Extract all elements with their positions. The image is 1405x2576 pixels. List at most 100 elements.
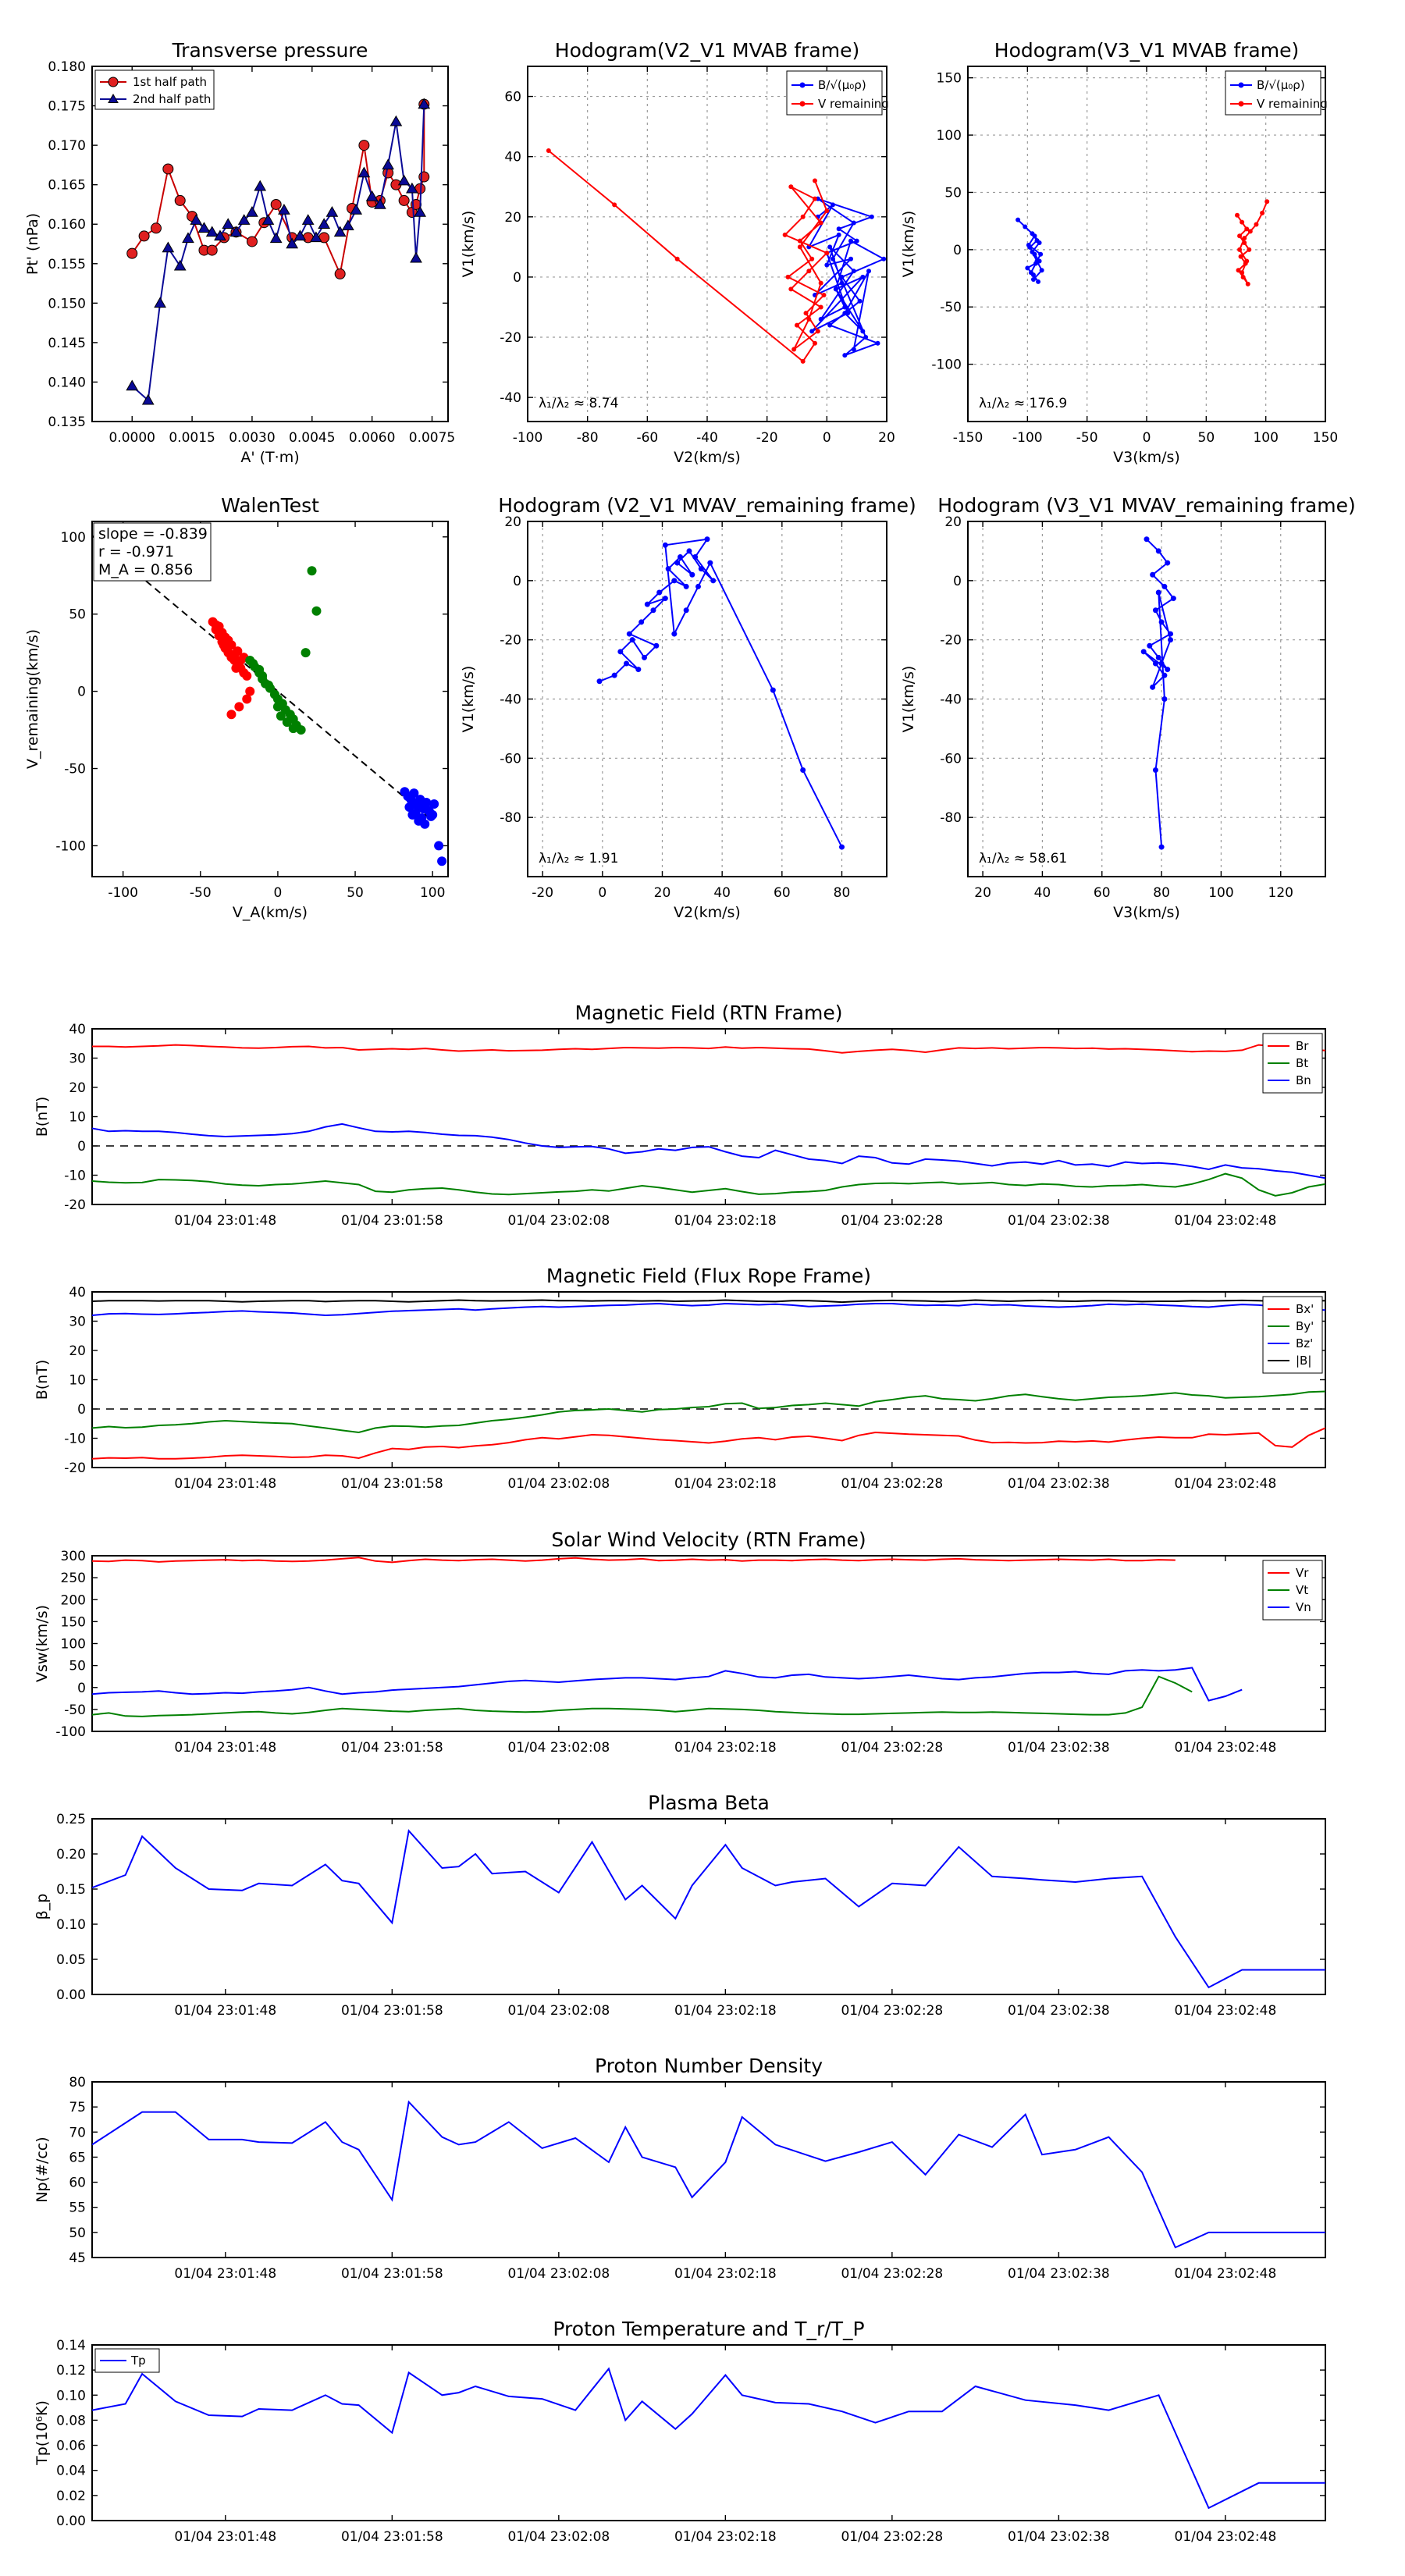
series-line-By' (92, 1390, 1325, 1434)
y-tick-label: 0.14 (56, 2338, 86, 2354)
scatter-point-blue (404, 802, 414, 812)
data-point (710, 578, 717, 584)
data-point (1158, 660, 1165, 667)
x-tick-label: 01/04 23:01:58 (341, 2529, 443, 2545)
data-point (1158, 619, 1165, 625)
y-tick-label: 0.00 (56, 2514, 86, 2529)
y-tick-label: -100 (931, 358, 962, 373)
data-point (596, 678, 603, 685)
data-point (692, 554, 699, 560)
x-tick-label: 150 (1313, 430, 1338, 446)
data-point (611, 672, 617, 678)
chart-walen: -100 -50 0 50 100 -100 -50 0 50 100 WalenTest V_A(k… (24, 494, 449, 921)
x-tick-label: -40 (696, 430, 718, 446)
data-point (854, 238, 859, 244)
data-point-triangle (229, 226, 243, 237)
data-point (656, 589, 663, 596)
data-point-triangle (333, 226, 347, 237)
data-point (851, 269, 856, 274)
y-tick-label: 0.145 (48, 336, 86, 351)
data-point (860, 274, 866, 279)
data-point-triangle (173, 259, 187, 271)
x-tick-label: 0.0000 (108, 430, 155, 446)
scatter-point-red (231, 663, 241, 673)
y-tick-label: 0.180 (48, 59, 86, 75)
y-tick-label: 50 (69, 1659, 86, 1674)
x-tick-label: 80 (834, 885, 851, 901)
data-point (824, 208, 830, 214)
data-point (1023, 224, 1028, 229)
fit-stat-text: r = -0.971 (98, 543, 174, 560)
x-tick-label: 01/04 23:02:28 (841, 1213, 943, 1229)
legend-label: V remaining (1257, 97, 1328, 111)
data-point (1036, 279, 1041, 284)
stats-box-frame (93, 522, 212, 582)
series-line-0 (807, 197, 886, 357)
scatter-point-blue (409, 788, 419, 799)
data-point (671, 631, 678, 637)
data-point (1030, 277, 1036, 282)
data-point-circle (270, 198, 282, 210)
data-point (642, 654, 647, 660)
legend-marker (799, 101, 806, 107)
data-point (857, 298, 863, 304)
data-point (818, 280, 823, 286)
y-tick-label: -80 (940, 810, 962, 826)
data-point (836, 232, 841, 237)
data-point-triangle (374, 197, 386, 209)
data-point (1030, 249, 1035, 254)
data-point (638, 619, 645, 625)
data-point (653, 642, 660, 649)
data-point (1264, 199, 1270, 205)
data-point (836, 226, 841, 232)
data-point (686, 548, 692, 554)
data-point-circle (150, 222, 162, 234)
data-point (1152, 607, 1158, 614)
series-line-Bt (92, 1172, 1325, 1197)
chart-h2: -150 -100 -50 0 50 100 150 -100 -50 0 50 100 150 Hodo… (900, 39, 1338, 466)
data-point-triangle (301, 214, 315, 225)
y-tick-label: -40 (500, 390, 521, 406)
x-tick-label: -50 (1076, 430, 1098, 446)
data-point-circle (398, 194, 410, 206)
x-tick-label: 01/04 23:02:38 (1008, 2529, 1110, 2545)
data-point-triangle (414, 206, 426, 217)
legend-box (786, 70, 883, 116)
data-point (839, 844, 845, 850)
y-tick-label: 60 (504, 90, 521, 105)
data-point (1161, 583, 1168, 589)
x-tick-label: 01/04 23:01:48 (174, 2266, 276, 2282)
y-tick-label: 70 (69, 2125, 86, 2140)
x-tick-label: 01/04 23:01:48 (174, 2003, 276, 2019)
x-axis-label: V2(km/s) (674, 449, 741, 466)
data-point (1170, 596, 1176, 602)
plot-frame (91, 1555, 1326, 1732)
x-tick-label: -150 (953, 430, 984, 446)
data-point (788, 184, 794, 190)
y-axis-label: V1(km/s) (460, 666, 477, 733)
data-point (1247, 247, 1252, 252)
x-tick-label: 01/04 23:02:48 (1175, 2529, 1277, 2545)
chart-title: Magnetic Field (Flux Rope Frame) (546, 1265, 871, 1287)
scatter-point-green (276, 711, 286, 721)
x-tick-label: -50 (190, 885, 212, 901)
chart-title: Transverse pressure (172, 39, 368, 62)
data-point (1155, 589, 1161, 596)
series-line-Vn (92, 1667, 1243, 1702)
plot-frame (91, 2081, 1326, 2258)
data-point-triangle (325, 206, 339, 217)
y-tick-label: -40 (500, 692, 521, 708)
fit-stat-text: M_A = 0.856 (98, 561, 193, 578)
data-point-triangle (365, 190, 379, 201)
series-line-Br (92, 1044, 1325, 1054)
y-tick-label: 80 (69, 2075, 86, 2090)
x-tick-label: 0.0030 (229, 430, 275, 446)
y-tick-label: 60 (69, 2176, 86, 2191)
plot-frame (91, 1028, 1326, 1205)
x-tick-label: 01/04 23:02:18 (674, 1740, 777, 1756)
data-point (1026, 242, 1031, 247)
x-tick-label: 01/04 23:02:48 (1175, 1740, 1277, 1756)
data-point (1150, 571, 1156, 578)
data-point-triangle (389, 115, 403, 126)
series-line-0 (599, 538, 843, 848)
